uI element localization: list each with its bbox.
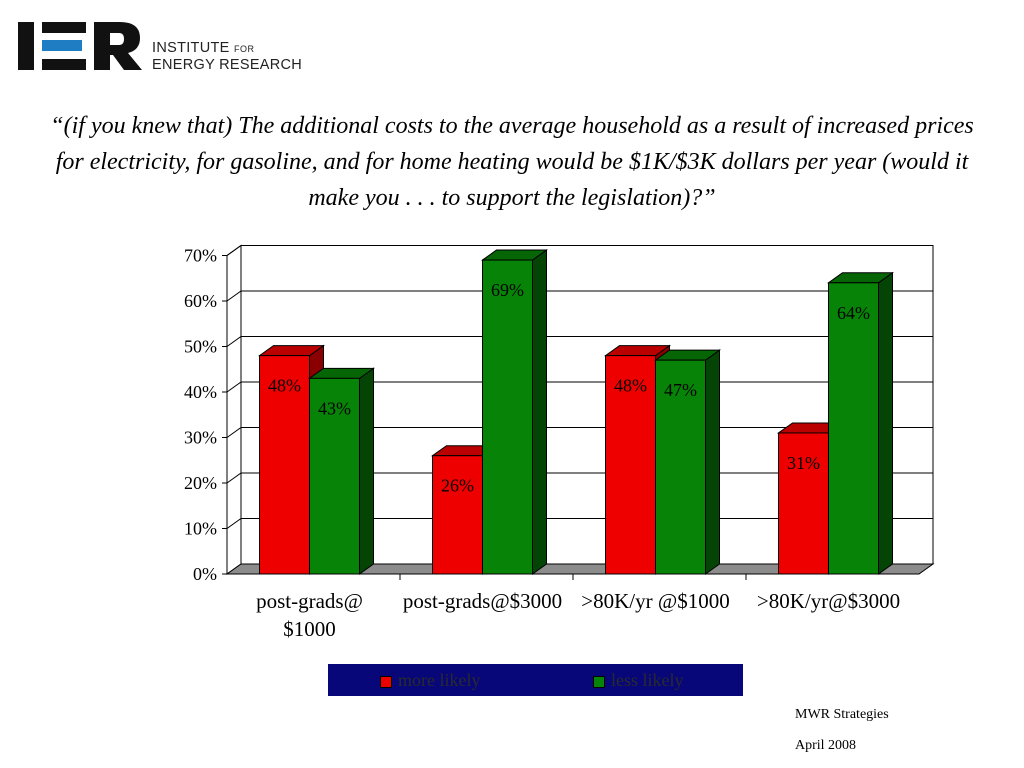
- chart-side-wall: [226, 244, 242, 575]
- legend-swatch-more-likely: [380, 675, 392, 688]
- bar-less-likely: [828, 282, 879, 575]
- bar-less-likely-side: [705, 349, 720, 575]
- ier-logo: INSTITUTE FOR ENERGY RESEARCH: [16, 18, 316, 74]
- x-category-label: post-grads@$3000: [403, 589, 562, 613]
- legend-label-more-likely: more likely: [398, 670, 481, 690]
- bar-less-likely-side: [878, 271, 893, 575]
- data-label: 26%: [441, 476, 474, 496]
- legend-item-more-likely: more likely: [380, 670, 481, 690]
- x-category-label: >80K/yr @$1000: [581, 589, 729, 613]
- data-label: 43%: [318, 398, 351, 418]
- x-category-label: >80K/yr@$3000: [757, 589, 900, 613]
- data-label: 48%: [268, 376, 301, 396]
- bar-chart: 0% 10% 20% 30% 40% 50% 60% 70% 48% 43% post-grads@…: [184, 244, 935, 641]
- bar-less-likely-side: [359, 367, 374, 575]
- chart-legend: more likely less likely: [328, 664, 743, 696]
- y-tick-label: 50%: [184, 337, 217, 357]
- legend-item-less-likely: less likely: [593, 670, 684, 690]
- y-tick-label: 30%: [184, 428, 217, 448]
- y-tick-label: 10%: [184, 519, 217, 539]
- slide-headline: “(if you knew that) The additional costs…: [50, 113, 974, 211]
- data-label: 47%: [664, 380, 697, 400]
- bar-less-likely: [655, 359, 706, 575]
- ier-logo-text: INSTITUTE FOR ENERGY RESEARCH: [152, 40, 302, 73]
- legend-swatch-less-likely: [593, 675, 605, 688]
- bar-more-likely: [778, 432, 829, 575]
- bar-less-likely: [309, 377, 360, 575]
- x-category-label: post-grads@: [256, 589, 363, 613]
- bar-more-likely: [605, 355, 656, 575]
- bar-more-likely: [432, 455, 483, 575]
- ier-logo-mark: [18, 22, 142, 70]
- footer-date: April 2008: [795, 738, 857, 753]
- logo-line2: ENERGY RESEARCH: [152, 57, 303, 73]
- gridline: [226, 336, 933, 347]
- y-tick-label: 40%: [184, 382, 217, 402]
- data-label: 69%: [491, 280, 524, 300]
- data-label: 31%: [787, 453, 820, 473]
- legend-label-less-likely: less likely: [611, 670, 684, 690]
- bar-less-likely-side: [532, 249, 547, 575]
- data-label: 48%: [614, 376, 647, 396]
- y-tick-label: 60%: [184, 291, 217, 311]
- y-tick-label: 20%: [184, 473, 217, 493]
- x-category-label: $1000: [283, 617, 336, 641]
- gridline: [226, 290, 933, 302]
- logo-line1: INSTITUTE: [152, 40, 230, 56]
- y-tick-label: 70%: [184, 246, 217, 266]
- bar-more-likely: [259, 355, 310, 575]
- bar-less-likely: [482, 259, 533, 575]
- logo-line1-small: FOR: [233, 44, 255, 54]
- gridline: [226, 245, 933, 256]
- data-label: 64%: [837, 303, 870, 323]
- y-tick-label: 0%: [193, 564, 217, 584]
- footer-source: MWR Strategies: [795, 707, 889, 722]
